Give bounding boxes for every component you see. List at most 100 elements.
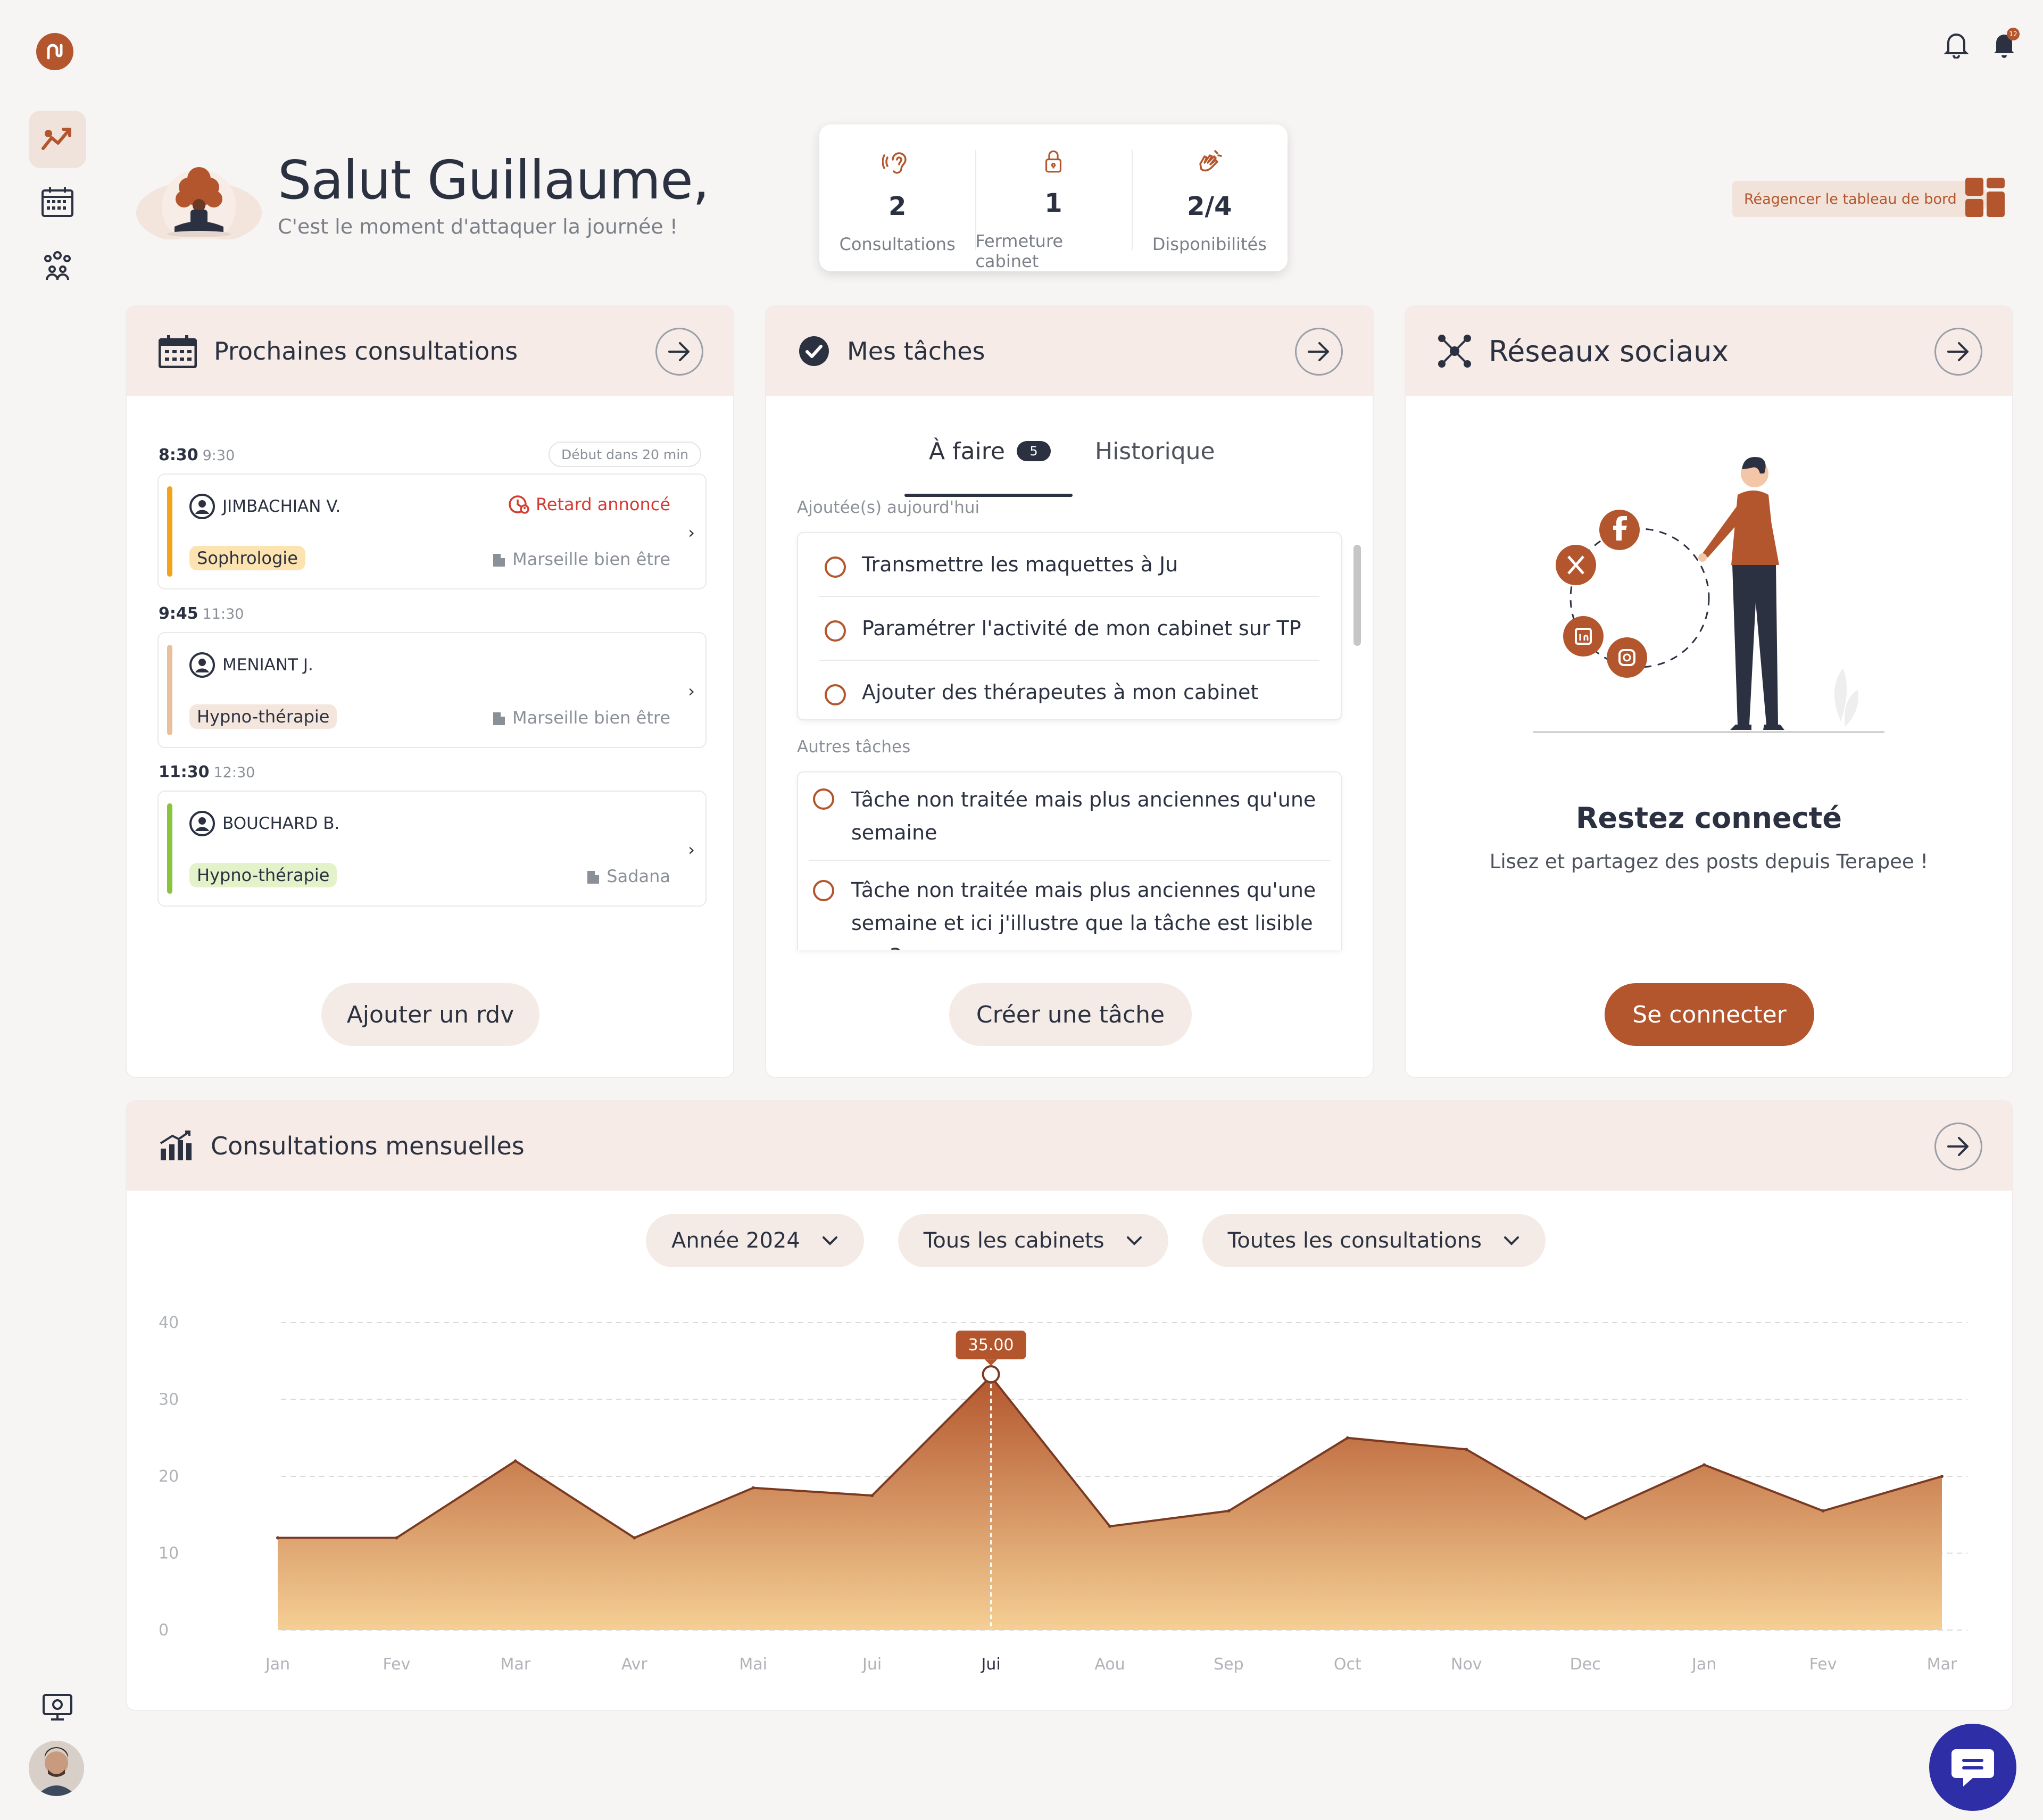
chevron-right-icon: › bbox=[688, 522, 695, 543]
nav-calendar-icon[interactable] bbox=[29, 173, 86, 231]
cabinet-filter-select[interactable]: Tous les cabinets bbox=[898, 1214, 1168, 1267]
task-checkbox[interactable] bbox=[813, 880, 834, 901]
person-icon bbox=[189, 652, 215, 678]
tooltip-pointer bbox=[984, 1359, 998, 1366]
social-connect-button[interactable]: Se connecter bbox=[1605, 983, 1814, 1046]
task-item[interactable]: Tâche non traitée mais plus anciennes qu… bbox=[798, 783, 1341, 860]
today-tasks-label: Ajoutée(s) aujourd'hui bbox=[797, 498, 980, 517]
stat-closure-label: Fermeture cabinet bbox=[975, 231, 1064, 271]
task-item[interactable]: Tâche non traitée mais plus anciennes qu… bbox=[798, 861, 1341, 950]
stat-consultations[interactable]: 2 Consultations bbox=[819, 124, 975, 271]
stats-panel: 2 Consultations 1 Fermeture cabinet 2/4 … bbox=[819, 124, 1288, 271]
lock-icon bbox=[1045, 150, 1062, 173]
nav-patients-icon[interactable] bbox=[29, 236, 86, 294]
monthly-open-arrow-icon[interactable] bbox=[1934, 1123, 1982, 1170]
clock-alert-icon bbox=[509, 495, 529, 514]
data-point bbox=[1702, 1463, 1706, 1467]
data-point bbox=[513, 1459, 517, 1463]
x-tick-label: Jan bbox=[264, 1655, 290, 1674]
task-item[interactable]: Transmettre les maquettes à Ju bbox=[798, 548, 1341, 596]
appointment-card[interactable]: BOUCHARD B. Hypno-thérapie Sadana › bbox=[157, 791, 707, 907]
other-tasks-label: Autres tâches bbox=[797, 737, 911, 757]
tasks-scrollbar[interactable] bbox=[1353, 545, 1361, 646]
add-appointment-button[interactable]: Ajouter un rdv bbox=[321, 983, 539, 1046]
slot-time-2: 9:45 11:30 bbox=[159, 604, 244, 623]
year-filter-select[interactable]: Année 2024 bbox=[646, 1214, 864, 1267]
task-checkbox[interactable] bbox=[825, 556, 846, 578]
social-headline: Restez connecté bbox=[1575, 801, 1842, 835]
todo-count-badge: 5 bbox=[1016, 441, 1051, 461]
appointment-status-bar bbox=[167, 486, 172, 577]
task-checkbox[interactable] bbox=[825, 684, 846, 705]
ear-icon bbox=[882, 152, 907, 174]
social-card-header: Réseaux sociaux bbox=[1406, 306, 2012, 396]
social-card-title: Réseaux sociaux bbox=[1489, 334, 1729, 368]
appointment-status-bar bbox=[167, 645, 172, 735]
notifications-bell-icon[interactable]: 12 bbox=[1992, 28, 2020, 61]
late-status: Retard annoncé bbox=[508, 494, 670, 515]
data-point bbox=[1940, 1475, 1944, 1478]
chat-bubble-icon bbox=[1951, 1749, 1994, 1786]
chat-support-button[interactable] bbox=[1929, 1724, 2016, 1811]
consultation-type-filter-select[interactable]: Toutes les consultations bbox=[1202, 1214, 1546, 1267]
task-checkbox[interactable] bbox=[813, 788, 834, 810]
stat-availability-label: Disponibilités bbox=[1152, 234, 1267, 254]
building-icon bbox=[493, 554, 505, 567]
data-point bbox=[395, 1536, 398, 1540]
appointment-card[interactable]: JIMBACHIAN V. Retard annoncé Sophrologie… bbox=[157, 473, 707, 589]
cabinet-location: Sadana bbox=[586, 866, 670, 886]
social-open-arrow-icon[interactable] bbox=[1934, 328, 1982, 376]
check-circle-icon bbox=[799, 336, 829, 366]
stat-availability[interactable]: 2/4 Disponibilités bbox=[1131, 124, 1288, 271]
tasks-card-header: Mes tâches bbox=[766, 306, 1373, 396]
chevron-right-icon: › bbox=[688, 840, 695, 860]
instagram-icon bbox=[1607, 637, 1647, 678]
y-tick-label: 30 bbox=[159, 1391, 179, 1409]
appointment-card[interactable]: MENIANT J. Hypno-thérapie Marseille bien… bbox=[157, 632, 707, 748]
consultations-card: Prochaines consultations 8:30 9:30 Début … bbox=[126, 305, 734, 1078]
x-tick-label: Oct bbox=[1334, 1655, 1361, 1674]
stat-consultations-value: 2 bbox=[888, 192, 907, 221]
x-tick-label: Sep bbox=[1214, 1655, 1244, 1674]
active-tab-underline bbox=[904, 494, 1073, 497]
tab-todo[interactable]: À faire 5 bbox=[929, 425, 1051, 478]
bell-icon[interactable] bbox=[1944, 31, 1969, 61]
building-icon bbox=[493, 712, 505, 725]
cabinet-location: Marseille bien être bbox=[492, 549, 670, 569]
data-point bbox=[1227, 1509, 1231, 1513]
user-avatar[interactable] bbox=[29, 1741, 84, 1796]
stat-closure[interactable]: 1 Fermeture cabinet bbox=[975, 124, 1131, 271]
sidebar bbox=[0, 0, 112, 1820]
task-item[interactable]: Paramétrer l'activité de mon cabinet sur… bbox=[798, 597, 1341, 660]
social-description: Lisez et partagez des posts depuis Terap… bbox=[1489, 850, 1929, 873]
nav-settings-icon[interactable] bbox=[29, 1677, 86, 1734]
top-icons: 12 bbox=[1944, 28, 2020, 61]
patient-name: BOUCHARD B. bbox=[222, 814, 340, 833]
tasks-card: Mes tâches À faire 5 Historique Ajoutée(s… bbox=[765, 305, 1374, 1078]
data-point bbox=[870, 1494, 874, 1498]
create-task-button[interactable]: Créer une tâche bbox=[949, 983, 1192, 1046]
data-point bbox=[1465, 1448, 1468, 1451]
notification-count-badge: 12 bbox=[2007, 28, 2020, 40]
task-checkbox[interactable] bbox=[825, 620, 846, 642]
chevron-down-icon bbox=[1504, 1236, 1519, 1245]
calendar-icon bbox=[159, 335, 197, 368]
task-item[interactable]: Ajouter des thérapeutes à mon cabinet bbox=[798, 661, 1341, 724]
tooltip-value: 35.00 bbox=[968, 1336, 1014, 1354]
tasks-open-arrow-icon[interactable] bbox=[1295, 328, 1343, 376]
x-tick-label: Fev bbox=[1809, 1655, 1837, 1674]
x-twitter-icon bbox=[1556, 545, 1596, 585]
x-tick-label: Aou bbox=[1094, 1655, 1125, 1674]
area-fill bbox=[278, 1376, 1942, 1630]
app-logo-icon[interactable] bbox=[36, 33, 73, 70]
x-tick-label: Avr bbox=[621, 1655, 648, 1674]
x-tick-label: Jan bbox=[1691, 1655, 1716, 1674]
dashboard-layout-icon[interactable] bbox=[1965, 178, 2005, 217]
x-tick-label: Fev bbox=[383, 1655, 411, 1674]
patient-name: MENIANT J. bbox=[222, 655, 313, 675]
slot-time-3: 11:30 12:30 bbox=[159, 763, 255, 782]
tab-history[interactable]: Historique bbox=[1095, 437, 1215, 465]
consultations-open-arrow-icon[interactable] bbox=[655, 328, 703, 376]
divider bbox=[809, 860, 1330, 861]
nav-dashboard-icon[interactable] bbox=[29, 111, 86, 168]
